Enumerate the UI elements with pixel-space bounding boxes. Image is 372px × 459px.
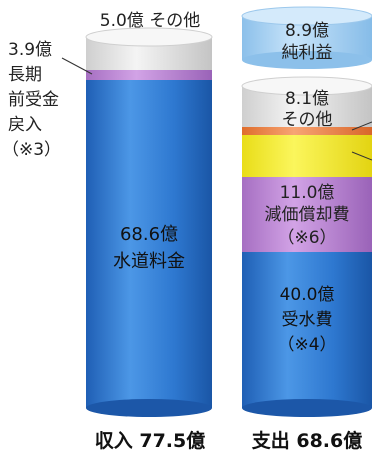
- expense-bar-orange-segment: [242, 127, 372, 135]
- income-bar-bottom: [86, 399, 212, 417]
- water-purchase-value-label: 40.0億: [280, 285, 335, 305]
- yellow-segment-leader-line: [351, 151, 372, 161]
- water-purchase-name-label: 受水費: [282, 310, 333, 330]
- deferred-revenue-line2-label: 前受金: [8, 90, 59, 110]
- net-profit-bar-bottom: [242, 51, 372, 69]
- deferred-revenue-leader-line: [61, 57, 93, 75]
- expense-bar-depreciation: [242, 177, 372, 252]
- expense-other-value-label: 8.1億: [285, 89, 329, 109]
- income-other-label: 5.0億 その他: [100, 11, 200, 31]
- expense-other-name-label: その他: [282, 110, 333, 130]
- income-column: [85, 27, 213, 417]
- expense-bar-bottom: [242, 399, 372, 417]
- expense-column: [241, 6, 372, 417]
- income-bar-top: [85, 27, 213, 47]
- depreciation-value-label: 11.0億: [280, 183, 335, 203]
- deferred-revenue-value-label: 3.9億: [8, 40, 52, 60]
- net-profit-name-label: 純利益: [282, 43, 333, 63]
- expense-bar-water-purchase: [242, 252, 372, 408]
- expense-total-label: 支出 68.6億: [251, 429, 363, 452]
- deferred-revenue-line1-label: 長期: [8, 65, 42, 85]
- expense-bar-top: [241, 76, 372, 96]
- orange-segment-leader-line: [351, 121, 372, 131]
- income-bar-water-fee: [86, 80, 212, 408]
- water-purchase-note-label: （※4）: [277, 335, 336, 355]
- deferred-revenue-line4-label: （※3）: [2, 140, 61, 160]
- net-profit-bar-top: [241, 6, 372, 26]
- water-fee-value-label: 68.6億: [120, 224, 178, 245]
- income-bar-deferred-revenue: [86, 70, 212, 80]
- deferred-revenue-line3-label: 戻入: [8, 115, 42, 135]
- depreciation-name-label: 減価償却費: [265, 205, 350, 225]
- income-total-label: 収入 77.5億: [95, 429, 206, 452]
- depreciation-note-label: （※6）: [277, 228, 336, 248]
- net-profit-value-label: 8.9億: [285, 21, 329, 41]
- water-fee-name-label: 水道料金: [113, 251, 185, 272]
- expense-bar-yellow-segment: [242, 135, 372, 177]
